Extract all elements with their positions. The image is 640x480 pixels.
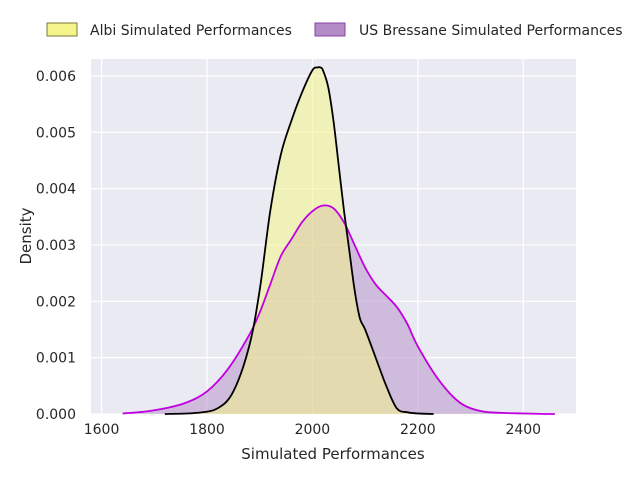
y-tick-label: 0.005 — [36, 125, 76, 141]
density-area-albi — [164, 67, 434, 414]
y-tick-label: 0.001 — [36, 351, 76, 367]
y-tick-label: 0.003 — [36, 238, 76, 254]
legend-label-albi: Albi Simulated Performances — [90, 23, 292, 39]
y-tick-label: 0.006 — [36, 69, 76, 85]
x-tick-label: 2200 — [400, 422, 436, 438]
legend-swatch-albi — [46, 22, 78, 37]
x-tick-label: 2400 — [505, 422, 541, 438]
x-tick-label: 2000 — [295, 422, 331, 438]
legend-swatch-bressane — [314, 22, 346, 37]
y-tick-label: 0.000 — [36, 407, 76, 423]
x-tick-label: 1800 — [189, 422, 225, 438]
y-tick-label: 0.002 — [36, 294, 76, 310]
y-tick-label: 0.004 — [36, 182, 76, 198]
x-axis-label: Simulated Performances — [241, 445, 425, 463]
y-axis-label: Density — [17, 207, 35, 264]
density-line-albi — [164, 66, 434, 415]
density-series — [122, 66, 555, 415]
density-line-bressane — [122, 204, 555, 415]
legend-label-bressane: US Bressane Simulated Performances — [359, 23, 623, 39]
legend: Albi Simulated Performances US Bressane … — [46, 22, 623, 39]
tick-labels: 1600 1800 2000 2200 2400 0.000 0.001 0.002 0.003… — [36, 69, 541, 438]
x-tick-label: 1600 — [84, 422, 120, 438]
